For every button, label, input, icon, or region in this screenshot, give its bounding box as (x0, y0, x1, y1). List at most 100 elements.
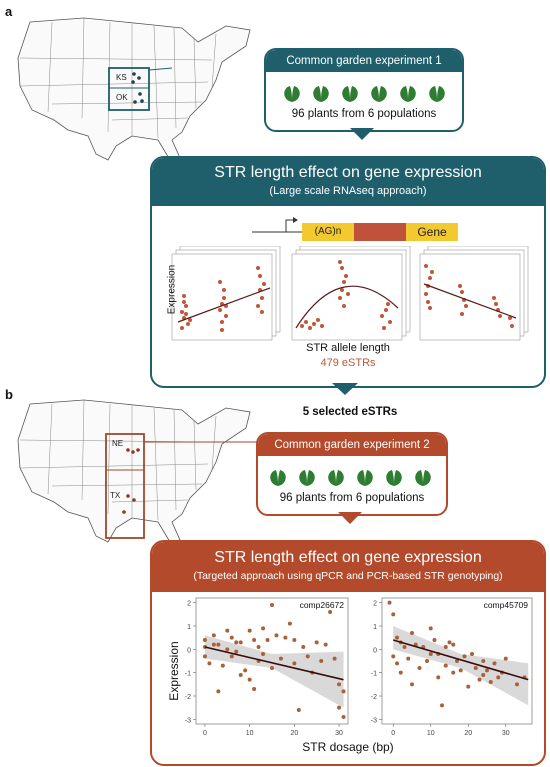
data-point (207, 661, 212, 666)
x-tick-label: 20 (464, 730, 472, 737)
data-point (332, 656, 337, 661)
common-garden-2-box: Common garden experiment 2 96 plants fro… (256, 432, 448, 516)
data-point (229, 654, 234, 659)
x-tick-label: 0 (391, 730, 395, 737)
data-point (234, 649, 239, 654)
data-point (458, 668, 463, 673)
data-point (243, 668, 248, 673)
data-point (211, 633, 216, 638)
x-tick-label: 10 (246, 730, 254, 737)
data-point (391, 612, 396, 617)
data-point (292, 661, 297, 666)
x-tick-label: 20 (290, 730, 298, 737)
data-point (443, 663, 448, 668)
str-overlay (354, 223, 406, 241)
y-tick-label: -3 (185, 717, 191, 724)
map-a-label-ks: KS (116, 73, 127, 82)
data-point (256, 645, 261, 649)
data-point (455, 659, 459, 663)
y-tick-label: 0 (187, 647, 191, 654)
us-map-b: NE TX (17, 399, 260, 543)
data-point (265, 638, 270, 642)
chart-title: comp26672 (300, 600, 345, 610)
data-point (225, 647, 230, 652)
plot2-points (300, 260, 392, 330)
data-point (341, 689, 346, 694)
common-garden-1-caption: 96 plants from 6 populations (291, 108, 437, 120)
data-point (481, 659, 486, 663)
qpcr-title: STR length effect on gene expression (214, 549, 482, 566)
data-point (314, 640, 319, 645)
down-arrow-2 (332, 383, 358, 395)
estr-count: 479 eSTRs (320, 357, 376, 369)
data-point (425, 659, 429, 663)
y-tick-label: -1 (185, 671, 191, 678)
common-garden-2-caption: 96 plants from 6 populations (279, 492, 425, 504)
data-point (406, 656, 411, 661)
y-tick-label: -1 (371, 671, 377, 678)
data-point (225, 628, 230, 633)
data-point (247, 677, 252, 682)
gene-region (354, 223, 406, 241)
data-point (428, 652, 433, 656)
data-point (470, 652, 474, 656)
data-point (337, 705, 342, 710)
data-point (234, 640, 239, 645)
gene-label: Gene (417, 225, 447, 239)
data-point (252, 687, 257, 691)
data-point (247, 628, 252, 633)
data-point (319, 659, 324, 663)
rnaseq-xlabel: STR allele length (306, 342, 390, 354)
data-point (398, 670, 403, 675)
y-tick-label: 2 (373, 601, 377, 608)
data-point (432, 638, 437, 642)
common-garden-1-title: Common garden experiment 1 (266, 50, 462, 72)
data-point (238, 640, 243, 645)
data-point (395, 635, 399, 640)
trend-line (204, 646, 344, 681)
data-point (202, 638, 207, 642)
qpcr-header: STR length effect on gene expression (Ta… (152, 542, 544, 592)
common-garden-1-box: Common garden experiment 1 96 plants fro… (264, 48, 464, 132)
trend-line (393, 639, 529, 681)
data-point (296, 708, 301, 712)
data-point (252, 638, 257, 642)
data-point (337, 682, 342, 687)
data-point (466, 684, 471, 689)
data-point (496, 675, 501, 680)
data-point (488, 680, 493, 684)
rnaseq-box: STR length effect on gene expression (La… (150, 156, 546, 388)
x-tick-label: 30 (335, 730, 343, 737)
y-tick-label: -3 (371, 717, 377, 724)
y-tick-label: -2 (371, 694, 377, 701)
data-point (270, 603, 274, 607)
y-tick-label: -2 (185, 694, 191, 701)
y-tick-label: 1 (187, 624, 191, 631)
data-point (278, 656, 283, 661)
seedlings-row-2 (270, 470, 431, 486)
data-point (410, 631, 414, 635)
data-point (341, 715, 346, 719)
data-point (428, 626, 433, 631)
y-tick-label: 1 (373, 624, 377, 631)
data-point (202, 654, 207, 659)
data-point (328, 610, 333, 614)
y-tick-label: 0 (373, 647, 377, 654)
map-b-label-ne: NE (112, 439, 123, 448)
data-point (238, 673, 243, 677)
data-point (216, 642, 221, 647)
x-tick-label: 10 (427, 730, 435, 737)
confidence-band (204, 635, 344, 708)
confidence-band (393, 626, 529, 706)
rnaseq-subtitle: (Large scale RNAseq approach) (269, 185, 427, 197)
y-tick-label: 2 (187, 601, 191, 608)
rnaseq-plot-stacks (171, 246, 529, 341)
qpcr-subtitle: (Targeted approach using qPCR and PCR-ba… (193, 570, 503, 582)
str-region: (AG)n (302, 223, 354, 241)
data-point (462, 654, 467, 659)
data-point (395, 661, 399, 666)
rnaseq-ylabel: Expression (166, 264, 178, 315)
